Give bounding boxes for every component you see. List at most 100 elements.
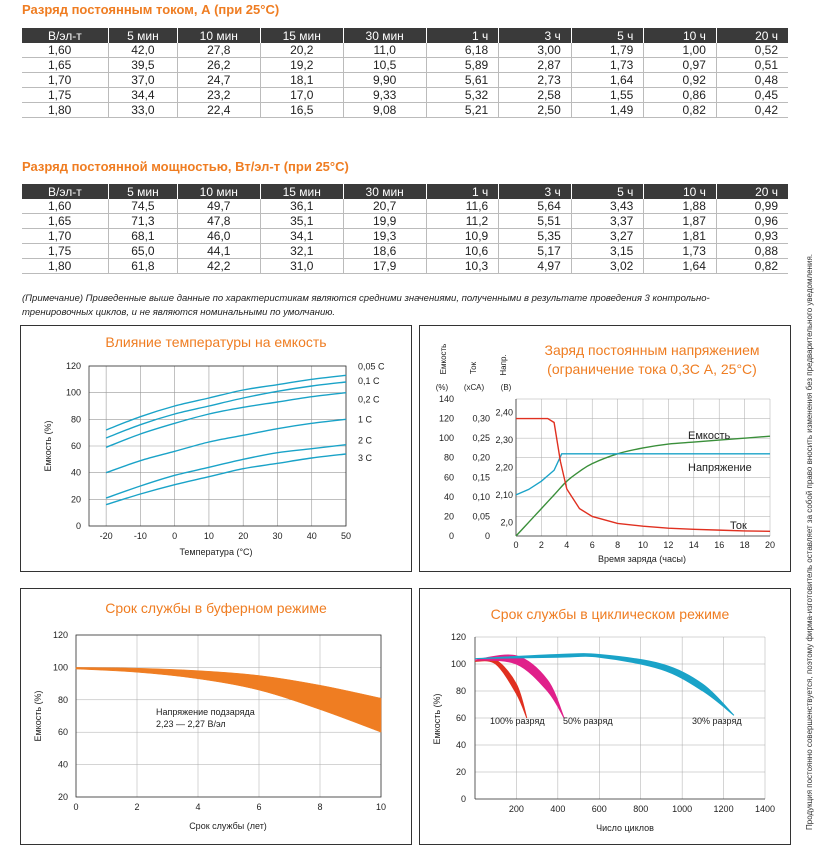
- note-line-2: тренировочных циклов, и не являются номи…: [22, 307, 336, 318]
- voltage-tick-label: 2,10: [495, 490, 513, 500]
- series-label: 2 С: [358, 436, 373, 446]
- y-tick-label: 80: [456, 686, 466, 696]
- column-header: 10 мин: [176, 28, 261, 43]
- series-line: [105, 381, 347, 439]
- table-cell: 34,4: [108, 87, 178, 103]
- x-tick-label: 10: [638, 540, 648, 550]
- y-tick-label: 120: [451, 632, 466, 642]
- table-cell: 1,64: [570, 72, 644, 88]
- table-row: 1,75 65,0 44,1 32,1 18,6 10,6 5,17 3,15 1,73 0,88: [22, 243, 788, 259]
- column-header: 1 ч: [425, 184, 499, 199]
- side-note: Продукция постоянно совершенствуется, по…: [802, 20, 816, 840]
- capacity-axis-unit: (%): [436, 383, 449, 392]
- table-cell: 39,5: [108, 57, 178, 73]
- column-header: 5 ч: [570, 28, 644, 43]
- series-label: Ток: [730, 520, 747, 532]
- series-label: 50% разряд: [563, 716, 613, 726]
- current-tick-label: 0: [485, 531, 490, 541]
- table-cell: 36,1: [259, 199, 344, 214]
- table-cell: 10,6: [425, 243, 499, 259]
- x-tick-label: 0: [172, 531, 177, 541]
- capacity-tick-label: 60: [444, 472, 454, 482]
- table-cell: 1,60: [22, 43, 109, 58]
- series-label: 30% разряд: [692, 716, 742, 726]
- table-cell: 5,32: [425, 87, 499, 103]
- table-cell: 1,73: [570, 57, 644, 73]
- table-cell: 42,0: [108, 43, 178, 58]
- x-tick-label: 16: [714, 540, 724, 550]
- column-header: 20 ч: [715, 184, 788, 199]
- table-row: 1,75 34,4 23,2 17,0 9,33 5,32 2,58 1,55 0,86 0,45: [22, 87, 788, 103]
- voltage-tick-label: 2,20: [495, 463, 513, 473]
- capacity-tick-label: 80: [444, 453, 454, 463]
- x-tick-label: 1200: [714, 804, 734, 814]
- table-cell: 1,87: [643, 213, 717, 229]
- table-cell: 11,6: [425, 199, 499, 214]
- table-cell: 0,86: [643, 87, 717, 103]
- table-cell: 19,9: [342, 213, 427, 229]
- y-tick-label: 80: [71, 414, 81, 424]
- table-cell: 31,0: [259, 258, 344, 274]
- y-tick-label: 80: [58, 695, 68, 705]
- table-cell: 1,75: [22, 243, 109, 259]
- table-cell: 1,79: [570, 43, 644, 58]
- current-axis-title: Ток: [469, 361, 478, 374]
- x-tick-label: -10: [134, 531, 147, 541]
- table-cell: 1,65: [22, 213, 109, 229]
- annotation-line-2: 2,23 — 2,27 В/эл: [156, 719, 226, 729]
- y-tick-label: 100: [53, 662, 68, 672]
- table-cell: 18,6: [342, 243, 427, 259]
- current-tick-label: 0,15: [472, 472, 490, 482]
- table-cell: 22,4: [176, 102, 261, 118]
- table-cell: 9,90: [342, 72, 427, 88]
- column-header: 10 ч: [643, 184, 717, 199]
- column-header: 3 ч: [498, 28, 572, 43]
- table-cell: 19,2: [259, 57, 344, 73]
- x-tick-label: -20: [100, 531, 113, 541]
- x-tick-label: 6: [590, 540, 595, 550]
- chart-charge-panel: Заряд постоянным напряжением (ограничение…: [419, 325, 791, 572]
- y-tick-label: 0: [461, 794, 466, 804]
- table-cell: 2,50: [498, 102, 572, 118]
- table-cell: 17,9: [342, 258, 427, 274]
- x-tick-label: 200: [509, 804, 524, 814]
- chart-title: Срок службы в буферном режиме: [105, 600, 327, 616]
- table-cell: 3,02: [570, 258, 644, 274]
- table-cell: 11,0: [342, 43, 427, 58]
- x-tick-label: 10: [204, 531, 214, 541]
- table-cell: 5,61: [425, 72, 499, 88]
- table-cell: 0,97: [643, 57, 717, 73]
- x-tick-label: 18: [740, 540, 750, 550]
- series-line: [105, 374, 347, 431]
- plot-frame: [88, 365, 347, 527]
- y-tick-label: 120: [66, 361, 81, 371]
- x-tick-label: 20: [238, 531, 248, 541]
- table-cell: 11,2: [425, 213, 499, 229]
- y-tick-label: 40: [71, 468, 81, 478]
- y-tick-label: 20: [71, 494, 81, 504]
- table-cell: 0,93: [715, 228, 788, 244]
- table-note: (Примечание) Приведенные выше данные по …: [22, 292, 762, 320]
- table-cell: 1,64: [643, 258, 717, 274]
- voltage-axis-unit: (В): [501, 383, 512, 392]
- table-cell: 32,1: [259, 243, 344, 259]
- table-row: 1,60 42,0 27,8 20,2 11,0 6,18 3,00 1,79 1,00 0,52: [22, 43, 788, 58]
- x-axis-label: Число циклов: [596, 823, 654, 833]
- cycle-life-band: [474, 653, 735, 716]
- table-row: 1,60 74,5 49,7 36,1 20,7 11,6 5,64 3,43 1,88 0,99: [22, 199, 788, 214]
- x-tick-label: 6: [256, 802, 261, 812]
- table-cell: 49,7: [176, 199, 261, 214]
- x-tick-label: 8: [317, 802, 322, 812]
- table-cell: 27,8: [176, 43, 261, 58]
- y-tick-label: 20: [456, 767, 466, 777]
- chart-title: Срок службы в циклическом режиме: [491, 606, 730, 622]
- x-tick-label: 10: [376, 802, 386, 812]
- current-axis-unit: (хСА): [464, 383, 485, 392]
- table-cell: 23,2: [176, 87, 261, 103]
- voltage-axis-title: Напр.: [499, 354, 508, 375]
- y-tick-label: 60: [456, 713, 466, 723]
- capacity-tick-label: 100: [439, 433, 454, 443]
- table-cell: 0,99: [715, 199, 788, 214]
